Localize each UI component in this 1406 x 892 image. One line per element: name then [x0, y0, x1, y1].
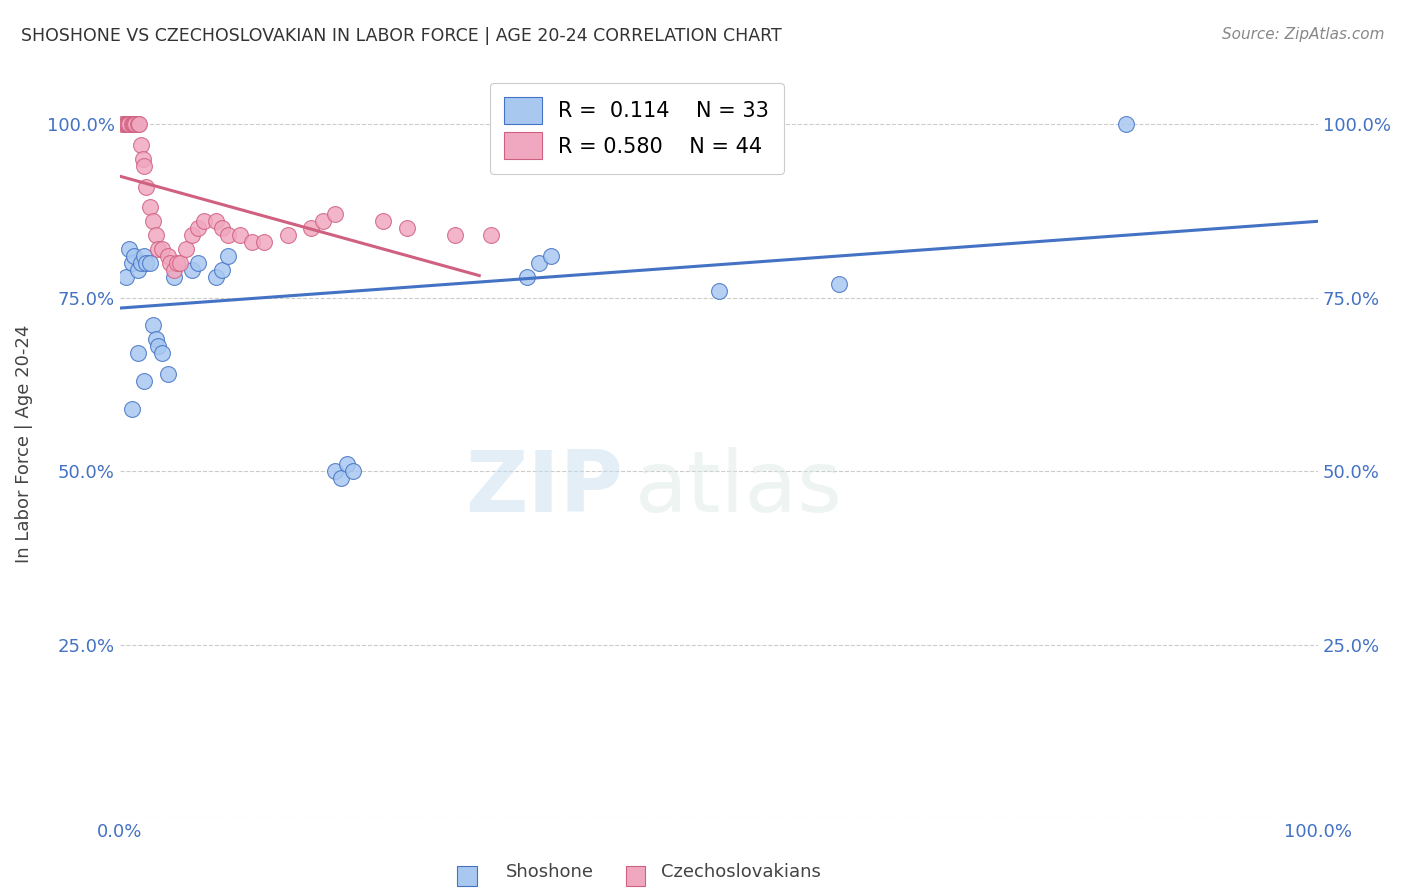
- Point: [111, 117, 134, 131]
- Point: [122, 249, 145, 263]
- Legend: R =  0.114    N = 33, R = 0.580    N = 44: R = 0.114 N = 33, R = 0.580 N = 44: [489, 83, 785, 174]
- Point: [135, 179, 157, 194]
- Point: [276, 228, 298, 243]
- Point: [252, 235, 274, 249]
- Point: [312, 214, 335, 228]
- Point: [142, 318, 165, 333]
- Point: [707, 284, 730, 298]
- Point: [193, 214, 215, 228]
- Point: [132, 374, 155, 388]
- Point: [114, 269, 136, 284]
- Point: [131, 152, 153, 166]
- Point: [527, 256, 550, 270]
- Point: [516, 269, 538, 284]
- Point: [150, 346, 173, 360]
- Point: [122, 117, 145, 131]
- Point: [330, 471, 353, 485]
- FancyBboxPatch shape: [626, 866, 645, 886]
- Point: [114, 117, 136, 131]
- Point: [132, 249, 155, 263]
- Point: [124, 117, 146, 131]
- Point: [156, 249, 179, 263]
- Point: [127, 263, 149, 277]
- Point: [145, 332, 167, 346]
- Point: [159, 256, 181, 270]
- Point: [301, 221, 323, 235]
- Point: [240, 235, 263, 249]
- Point: [217, 228, 239, 243]
- Point: [118, 117, 141, 131]
- Text: ZIP: ZIP: [465, 447, 623, 530]
- Point: [325, 207, 347, 221]
- Point: [169, 256, 191, 270]
- Text: atlas: atlas: [636, 447, 844, 530]
- Point: [145, 228, 167, 243]
- Point: [166, 256, 188, 270]
- Point: [121, 117, 143, 131]
- Point: [479, 228, 502, 243]
- Point: [342, 464, 364, 478]
- Point: [336, 458, 359, 472]
- Text: Source: ZipAtlas.com: Source: ZipAtlas.com: [1222, 27, 1385, 42]
- Text: Czechoslovakians: Czechoslovakians: [661, 863, 821, 881]
- Point: [127, 346, 149, 360]
- Text: SHOSHONE VS CZECHOSLOVAKIAN IN LABOR FORCE | AGE 20-24 CORRELATION CHART: SHOSHONE VS CZECHOSLOVAKIAN IN LABOR FOR…: [21, 27, 782, 45]
- Point: [146, 339, 169, 353]
- Point: [135, 256, 157, 270]
- Point: [163, 269, 186, 284]
- Point: [174, 242, 197, 256]
- Point: [325, 464, 347, 478]
- Point: [540, 249, 562, 263]
- Point: [131, 137, 153, 152]
- Y-axis label: In Labor Force | Age 20-24: In Labor Force | Age 20-24: [15, 325, 32, 563]
- Point: [187, 256, 209, 270]
- Point: [180, 263, 202, 277]
- Point: [121, 256, 143, 270]
- Point: [180, 228, 202, 243]
- Point: [114, 117, 136, 131]
- Point: [163, 263, 186, 277]
- Point: [150, 242, 173, 256]
- Point: [138, 201, 160, 215]
- Point: [146, 242, 169, 256]
- Point: [204, 269, 226, 284]
- Point: [118, 242, 141, 256]
- Point: [131, 256, 153, 270]
- Point: [204, 214, 226, 228]
- Point: [117, 117, 139, 131]
- Point: [187, 221, 209, 235]
- Point: [1115, 117, 1137, 131]
- Point: [828, 277, 851, 291]
- Point: [217, 249, 239, 263]
- Point: [138, 256, 160, 270]
- Point: [127, 117, 149, 131]
- Point: [132, 159, 155, 173]
- Point: [121, 401, 143, 416]
- Point: [228, 228, 250, 243]
- Point: [373, 214, 395, 228]
- Point: [115, 117, 138, 131]
- Point: [142, 214, 165, 228]
- Point: [128, 117, 150, 131]
- Point: [444, 228, 467, 243]
- Text: Shoshone: Shoshone: [506, 863, 595, 881]
- FancyBboxPatch shape: [457, 866, 477, 886]
- Point: [156, 367, 179, 381]
- Point: [396, 221, 419, 235]
- Point: [211, 263, 233, 277]
- Point: [211, 221, 233, 235]
- Point: [122, 117, 145, 131]
